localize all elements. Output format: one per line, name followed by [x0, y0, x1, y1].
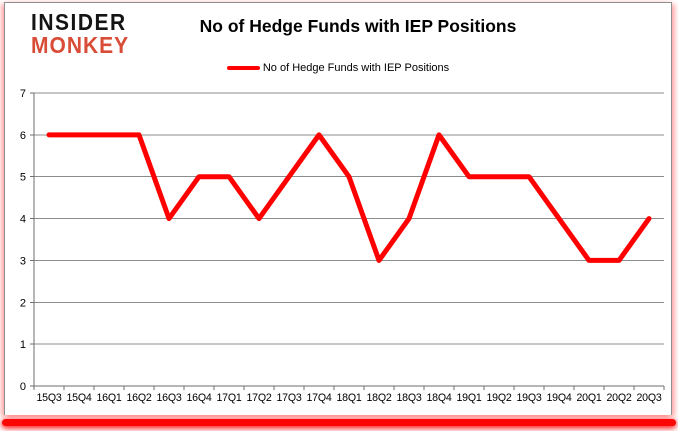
- line-chart: 0 1 2 3 4 5 6 7 15Q3 15Q4 16Q1 16Q2 16Q3 16Q4 17Q1 17Q2…: [20, 88, 665, 404]
- logo-line-insider: INSIDER: [31, 10, 127, 36]
- x-tick-label: 17Q4: [306, 392, 331, 404]
- legend-label: No of Hedge Funds with IEP Positions: [262, 62, 450, 74]
- x-tick-label: 18Q3: [396, 392, 421, 404]
- x-tick-label: 18Q1: [336, 392, 361, 404]
- x-tick-label: 16Q3: [156, 392, 181, 404]
- y-tick-label: 7: [20, 88, 26, 100]
- y-tick-label: 2: [20, 297, 26, 309]
- x-tick-label: 19Q3: [516, 392, 541, 404]
- x-tick-label: 19Q1: [456, 392, 481, 404]
- chart-legend: No of Hedge Funds with IEP Positions: [5, 62, 671, 74]
- legend-line-swatch: [226, 65, 260, 71]
- x-tick-label: 17Q3: [276, 392, 301, 404]
- bottom-red-bar: [2, 419, 676, 426]
- y-tick-label: 6: [20, 130, 26, 142]
- y-tick-label: 1: [20, 339, 26, 351]
- x-tick-label: 20Q3: [636, 392, 661, 404]
- x-tick-label: 19Q4: [546, 392, 571, 404]
- y-tick-label: 5: [20, 172, 26, 184]
- x-tick-label: 15Q3: [36, 392, 61, 404]
- insider-monkey-logo: INSIDER MONKEY: [31, 10, 130, 59]
- x-tick-label: 15Q4: [66, 392, 91, 404]
- data-series-line: [46, 132, 652, 263]
- y-tick-label: 4: [20, 214, 26, 226]
- y-tick-label: 3: [20, 255, 26, 267]
- x-tick-label: 18Q2: [366, 392, 391, 404]
- y-tick-label: 0: [20, 381, 26, 393]
- x-tick-label: 16Q4: [186, 392, 211, 404]
- chart-title: No of Hedge Funds with IEP Positions: [199, 16, 517, 36]
- x-tick-label: 17Q1: [216, 392, 241, 404]
- x-tick-label: 18Q4: [426, 392, 451, 404]
- x-tick-label: 20Q2: [606, 392, 631, 404]
- x-tick-label: 17Q2: [246, 392, 271, 404]
- x-tick-label: 16Q2: [126, 392, 151, 404]
- x-tick-label: 19Q2: [486, 392, 511, 404]
- chart-card: INSIDER MONKEY No of Hedge Funds with IE…: [4, 2, 672, 415]
- x-tick-label: 16Q1: [96, 392, 121, 404]
- x-tick-label: 20Q1: [576, 392, 601, 404]
- logo-line-monkey: MONKEY: [31, 33, 130, 59]
